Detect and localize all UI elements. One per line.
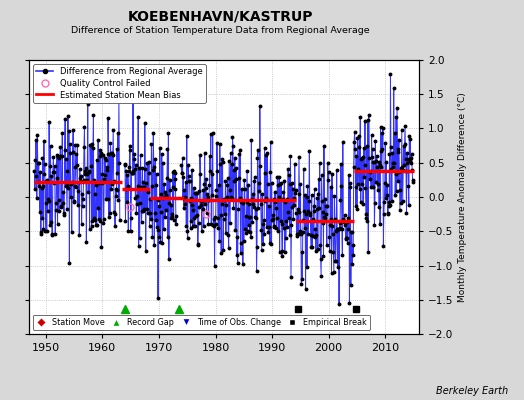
Y-axis label: Monthly Temperature Anomaly Difference (°C): Monthly Temperature Anomaly Difference (…: [458, 92, 467, 302]
Text: Berkeley Earth: Berkeley Earth: [436, 386, 508, 396]
Legend: Station Move, Record Gap, Time of Obs. Change, Empirical Break: Station Move, Record Gap, Time of Obs. C…: [33, 314, 370, 330]
Text: Difference of Station Temperature Data from Regional Average: Difference of Station Temperature Data f…: [71, 26, 369, 35]
Text: KOEBENHAVN/KASTRUP: KOEBENHAVN/KASTRUP: [127, 10, 313, 24]
